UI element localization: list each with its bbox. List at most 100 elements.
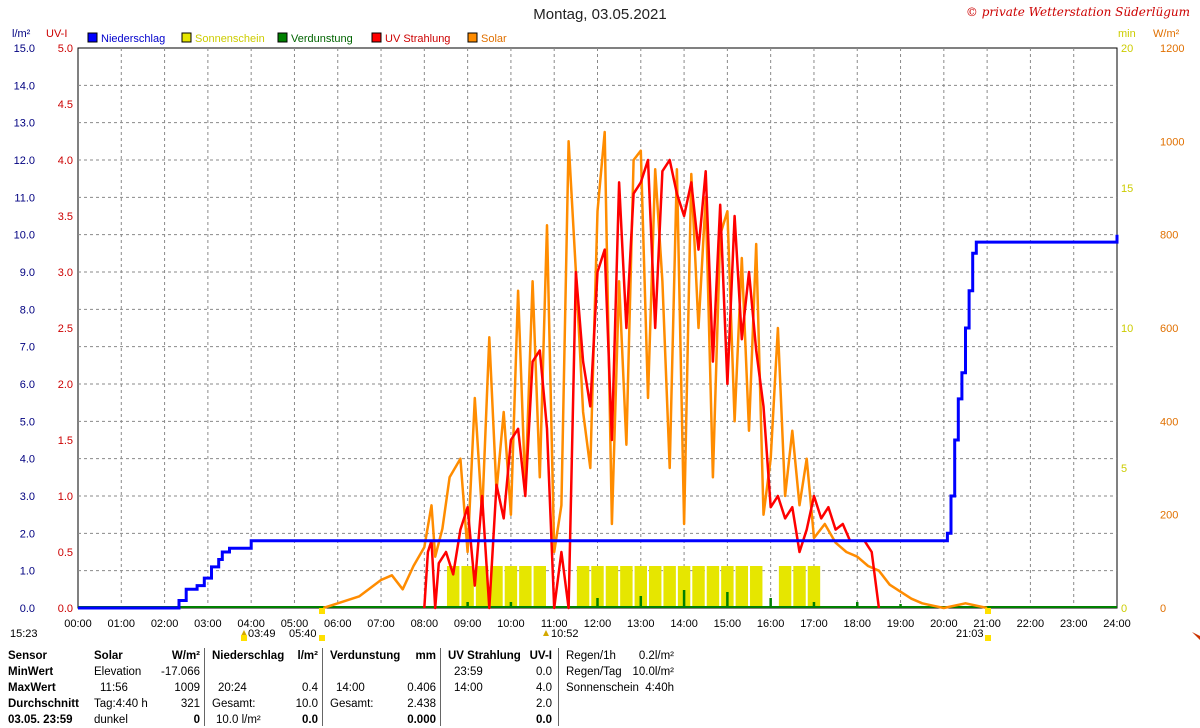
x-tick: 06:00 (324, 618, 352, 630)
uv-block: UV Strahlung UV-I 23:59 0.0 14:00 4.0 2.0 0… (448, 648, 552, 728)
sunshine-bar (591, 566, 604, 608)
x-tick: 09:00 (454, 618, 482, 630)
y-tick-rain: 14.0 (14, 80, 35, 92)
legend-label: Verdunstung (291, 33, 353, 45)
sunshine-bar (475, 566, 489, 608)
row-label-min: MinWert (8, 666, 54, 678)
x-tick: 15:00 (714, 618, 742, 630)
corner-arrow-icon (1192, 632, 1200, 640)
sun-marker-icon (241, 635, 247, 641)
sunshine-bar (692, 566, 705, 608)
y-tick-uv: 1.0 (58, 491, 73, 503)
table-divider (440, 648, 441, 726)
sunshine-bar (807, 566, 821, 608)
summary-rain-hour-label: Regen/1h (566, 650, 616, 662)
solar-avg-value: 321 (180, 698, 200, 710)
y-tick-sun: 0 (1121, 603, 1127, 615)
x-tick: 13:00 (627, 618, 655, 630)
x-tick: 20:00 (930, 618, 958, 630)
sunshine-bars (446, 566, 821, 608)
uv-max-value: 4.0 (536, 682, 552, 694)
uv-max-label: 14:00 (454, 682, 483, 694)
y-tick-rain: 3.0 (20, 491, 35, 503)
solar-max-value: 1009 (174, 682, 200, 694)
uv-avg-value: 2.0 (536, 698, 552, 710)
y-tick-uv: 3.5 (58, 211, 73, 223)
legend-label: Solar (481, 33, 507, 45)
sunshine-bar (706, 566, 720, 608)
tick-labels: 0.0 1.0 2.0 3.0 4.0 5.0 6.0 7.0 8.0 9.0 10.0 11.0 12… (12, 28, 1184, 630)
uv-unit: UV-I (529, 650, 552, 662)
sun-marker-icon (985, 608, 991, 614)
sunshine-bar (735, 566, 749, 608)
y-tick-sun: 20 (1121, 43, 1133, 55)
solar-avg-label: Tag:4:40 h (94, 698, 148, 710)
uv-head: UV Strahlung (448, 650, 521, 662)
x-tick: 00:00 (64, 618, 92, 630)
solar-head: Solar (94, 650, 123, 662)
legend-swatch (181, 32, 192, 43)
evap-unit: mm (415, 650, 436, 662)
y-tick-uv: 1.5 (58, 435, 73, 447)
rain-current-value: 0.0 (302, 714, 318, 726)
sunshine-bar (793, 566, 806, 608)
x-tick: 01:00 (108, 618, 136, 630)
x-tick: 10:00 (497, 618, 525, 630)
sun-marker-icon (319, 635, 325, 641)
table-divider (322, 648, 323, 726)
summary-sun-value: 4:40h (645, 682, 674, 694)
y-tick-sun: 15 (1121, 183, 1133, 195)
y-tick-rain: 11.0 (14, 192, 35, 204)
axis-label-solar: W/m² (1153, 28, 1180, 40)
legend-swatch (467, 32, 478, 43)
x-tick: 14:00 (670, 618, 698, 630)
y-tick-solar: 800 (1160, 230, 1178, 242)
y-tick-solar: 600 (1160, 323, 1178, 335)
y-tick-rain: 0.0 (20, 603, 35, 615)
legend-swatch (277, 32, 288, 43)
sunshine-bar (721, 566, 734, 608)
y-tick-uv: 3.0 (58, 267, 73, 279)
row-label-current: 03.05. 23:59 (8, 714, 73, 726)
chart-legend: Niederschlag Sonnenschein Verdunstung UV St… (87, 32, 507, 45)
row-label-avg: Durchschnitt (8, 698, 79, 710)
time-marker-label: 15:23 (10, 628, 38, 640)
y-tick-rain: 9.0 (20, 267, 35, 279)
chart-grid (77, 47, 1118, 609)
y-tick-rain: 2.0 (20, 528, 35, 540)
summary-rain-day-label: Regen/Tag (566, 666, 622, 678)
x-tick: 07:00 (367, 618, 395, 630)
solar-current-value: 0 (193, 714, 200, 726)
sunshine-bar (750, 566, 763, 608)
y-tick-sun: 10 (1121, 323, 1133, 335)
y-tick-rain: 6.0 (20, 379, 35, 391)
evap-max-value: 0.406 (407, 682, 436, 694)
sunshine-bar (677, 566, 691, 608)
x-tick: 19:00 (887, 618, 915, 630)
y-tick-rain: 13.0 (14, 118, 35, 130)
solar-min-label: Elevation (94, 666, 142, 678)
row-label-max: MaxWert (8, 682, 56, 694)
y-tick-rain: 8.0 (20, 304, 35, 316)
axis-label-uv: UV-I (46, 28, 67, 40)
summary-rain-day-value: 10.0l/m² (632, 666, 674, 678)
sunshine-bar (649, 566, 662, 608)
solar-current-label: dunkel (94, 714, 128, 726)
y-tick-solar: 1000 (1160, 136, 1184, 148)
sunshine-bar (605, 566, 619, 608)
y-tick-uv: 4.0 (58, 155, 73, 167)
sunshine-bar (634, 566, 648, 608)
rain-max-label: 20:24 (218, 682, 247, 694)
sunshine-bar (778, 566, 792, 608)
y-tick-rain: 4.0 (20, 454, 35, 466)
y-tick-solar: 1200 (1160, 43, 1184, 55)
x-tick: 05:00 (281, 618, 309, 630)
summary-sun-label: Sonnenschein (566, 682, 639, 694)
solar-max-label: 11:56 (100, 682, 128, 694)
axis-label-sun: min (1118, 28, 1136, 40)
rain-unit: l/m² (297, 650, 318, 662)
sun-marker-icon (319, 608, 325, 614)
solar-line (322, 130, 988, 610)
y-tick-rain: 1.0 (20, 566, 35, 578)
x-tick: 12:00 (584, 618, 612, 630)
